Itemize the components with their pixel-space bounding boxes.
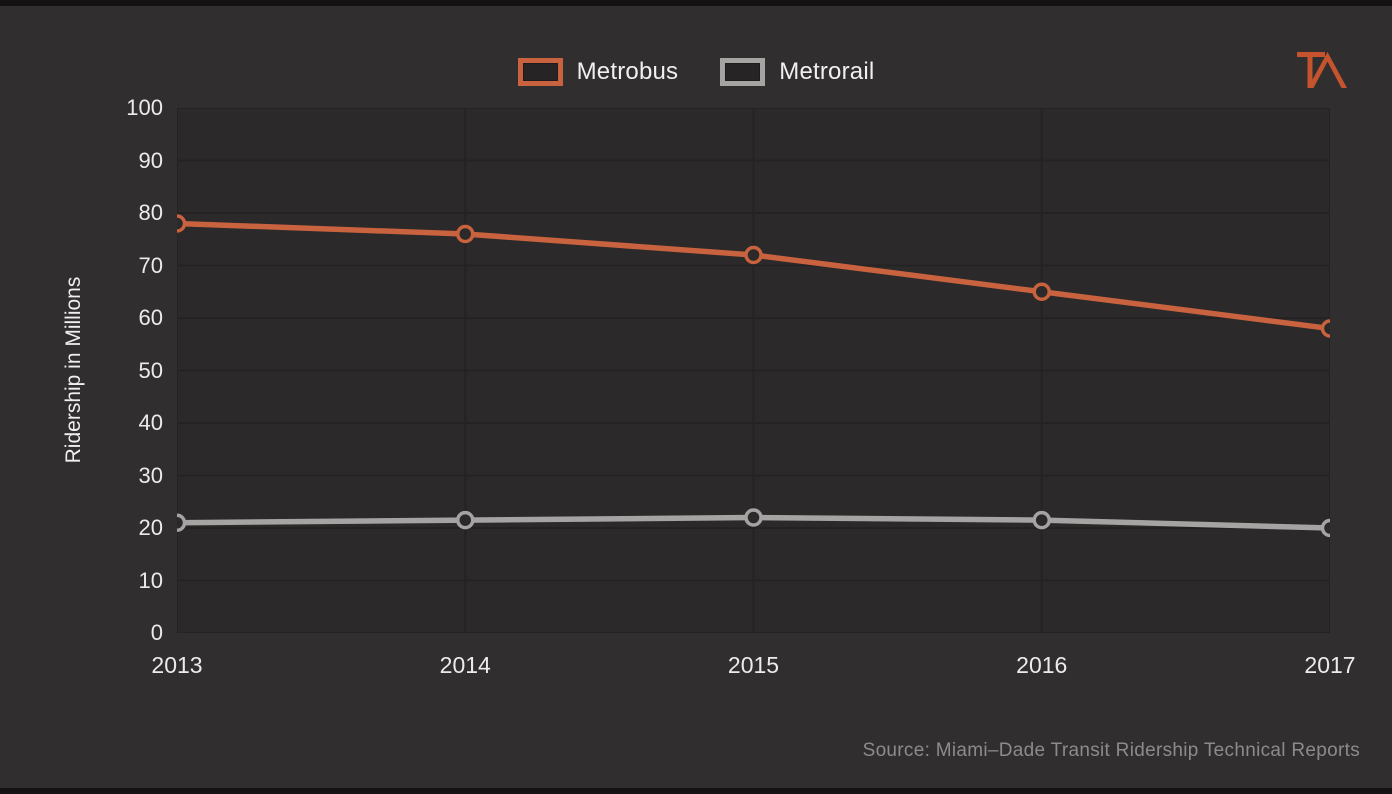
legend-item-metrobus: Metrobus (517, 58, 679, 86)
source-attribution: Source: Miami–Dade Transit Ridership Tec… (862, 740, 1360, 761)
data-point-metrorail-2016 (1032, 510, 1051, 530)
legend: Metrobus Metrorail (0, 58, 1392, 86)
y-tick-label: 40 (138, 410, 163, 435)
y-tick-label: 60 (138, 305, 163, 330)
x-axis-tick-labels: 2013 2014 2015 2016 2017 (151, 652, 1355, 686)
x-tick-label: 2016 (1016, 652, 1068, 678)
data-point-metrorail-2015 (744, 508, 763, 527)
line-chart (177, 108, 1330, 633)
y-tick-label: 0 (150, 620, 163, 645)
y-tick-label: 90 (138, 147, 163, 173)
transit-alliance-logo-icon (1297, 52, 1347, 88)
data-point-metrobus-2015 (744, 245, 763, 265)
y-tick-label: 80 (138, 200, 163, 225)
data-point-metrorail-2013 (177, 513, 187, 532)
y-tick-label: 100 (126, 95, 163, 120)
x-tick-label: 2015 (727, 652, 780, 678)
x-tick-label: 2017 (1304, 652, 1356, 678)
data-point-metrobus-2014 (456, 224, 475, 244)
y-tick-label: 30 (138, 462, 163, 488)
y-tick-label: 20 (138, 515, 163, 540)
legend-label-metrorail: Metrorail (779, 58, 875, 85)
data-point-metrorail-2017 (1320, 518, 1330, 538)
y-axis-tick-labels: 0 10 20 30 40 50 60 70 80 90 100 (0, 95, 163, 645)
data-point-metrobus-2016 (1032, 282, 1051, 301)
x-tick-label: 2013 (151, 652, 203, 678)
metrorail-swatch-icon (720, 58, 766, 86)
y-tick-label: 50 (138, 357, 163, 383)
bottom-edge-strip (0, 788, 1392, 794)
y-tick-label: 10 (138, 567, 163, 593)
x-tick-label: 2014 (439, 652, 491, 678)
y-tick-label: 70 (138, 252, 163, 278)
top-edge-strip (0, 0, 1392, 6)
legend-item-metrorail: Metrorail (720, 58, 874, 86)
data-point-metrorail-2014 (456, 510, 475, 530)
plot-area (177, 108, 1330, 633)
legend-label-metrobus: Metrobus (576, 58, 679, 85)
metrobus-swatch-icon (517, 58, 563, 86)
data-point-metrobus-2017 (1320, 319, 1330, 338)
data-point-metrobus-2013 (177, 214, 187, 233)
